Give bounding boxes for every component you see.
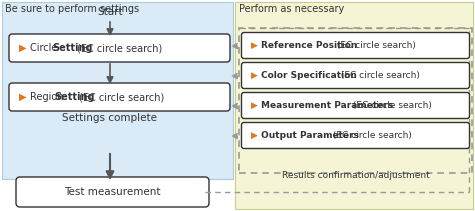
FancyBboxPatch shape (241, 62, 469, 88)
Text: Measurement Parameters: Measurement Parameters (261, 101, 393, 110)
Text: (EC circle search): (EC circle search) (79, 92, 164, 102)
FancyBboxPatch shape (241, 32, 469, 58)
Text: Color Specification: Color Specification (261, 71, 357, 80)
Text: ▶: ▶ (19, 92, 27, 102)
FancyBboxPatch shape (241, 123, 469, 149)
Text: Start: Start (97, 7, 123, 17)
FancyBboxPatch shape (235, 2, 473, 209)
Text: ▶: ▶ (251, 101, 258, 110)
Text: (EC circle search): (EC circle search) (77, 43, 162, 53)
Text: Test measurement: Test measurement (64, 187, 161, 197)
Text: Be sure to perform settings: Be sure to perform settings (5, 4, 139, 14)
Text: (EC circle search): (EC circle search) (330, 131, 412, 140)
FancyBboxPatch shape (241, 92, 469, 119)
Text: Results confirmation/adjustment: Results confirmation/adjustment (282, 171, 430, 180)
Text: Output Parameters: Output Parameters (261, 131, 359, 140)
FancyBboxPatch shape (9, 83, 230, 111)
FancyBboxPatch shape (9, 34, 230, 62)
Text: Settings complete: Settings complete (63, 113, 158, 123)
Text: Region: Region (30, 92, 66, 102)
Text: ▶: ▶ (251, 41, 258, 50)
FancyBboxPatch shape (16, 177, 209, 207)
Text: ▶: ▶ (19, 43, 27, 53)
Text: (EC circle search): (EC circle search) (350, 101, 432, 110)
Text: Setting: Setting (52, 43, 93, 53)
Text: ▶: ▶ (251, 131, 258, 140)
Text: Setting: Setting (54, 92, 95, 102)
Text: (EC circle search): (EC circle search) (338, 71, 420, 80)
Text: Circle: Circle (30, 43, 60, 53)
Text: Reference Position: Reference Position (261, 41, 357, 50)
FancyBboxPatch shape (2, 2, 233, 179)
Text: ▶: ▶ (251, 71, 258, 80)
Text: (EC circle search): (EC circle search) (334, 41, 416, 50)
Text: Perform as necessary: Perform as necessary (239, 4, 344, 14)
